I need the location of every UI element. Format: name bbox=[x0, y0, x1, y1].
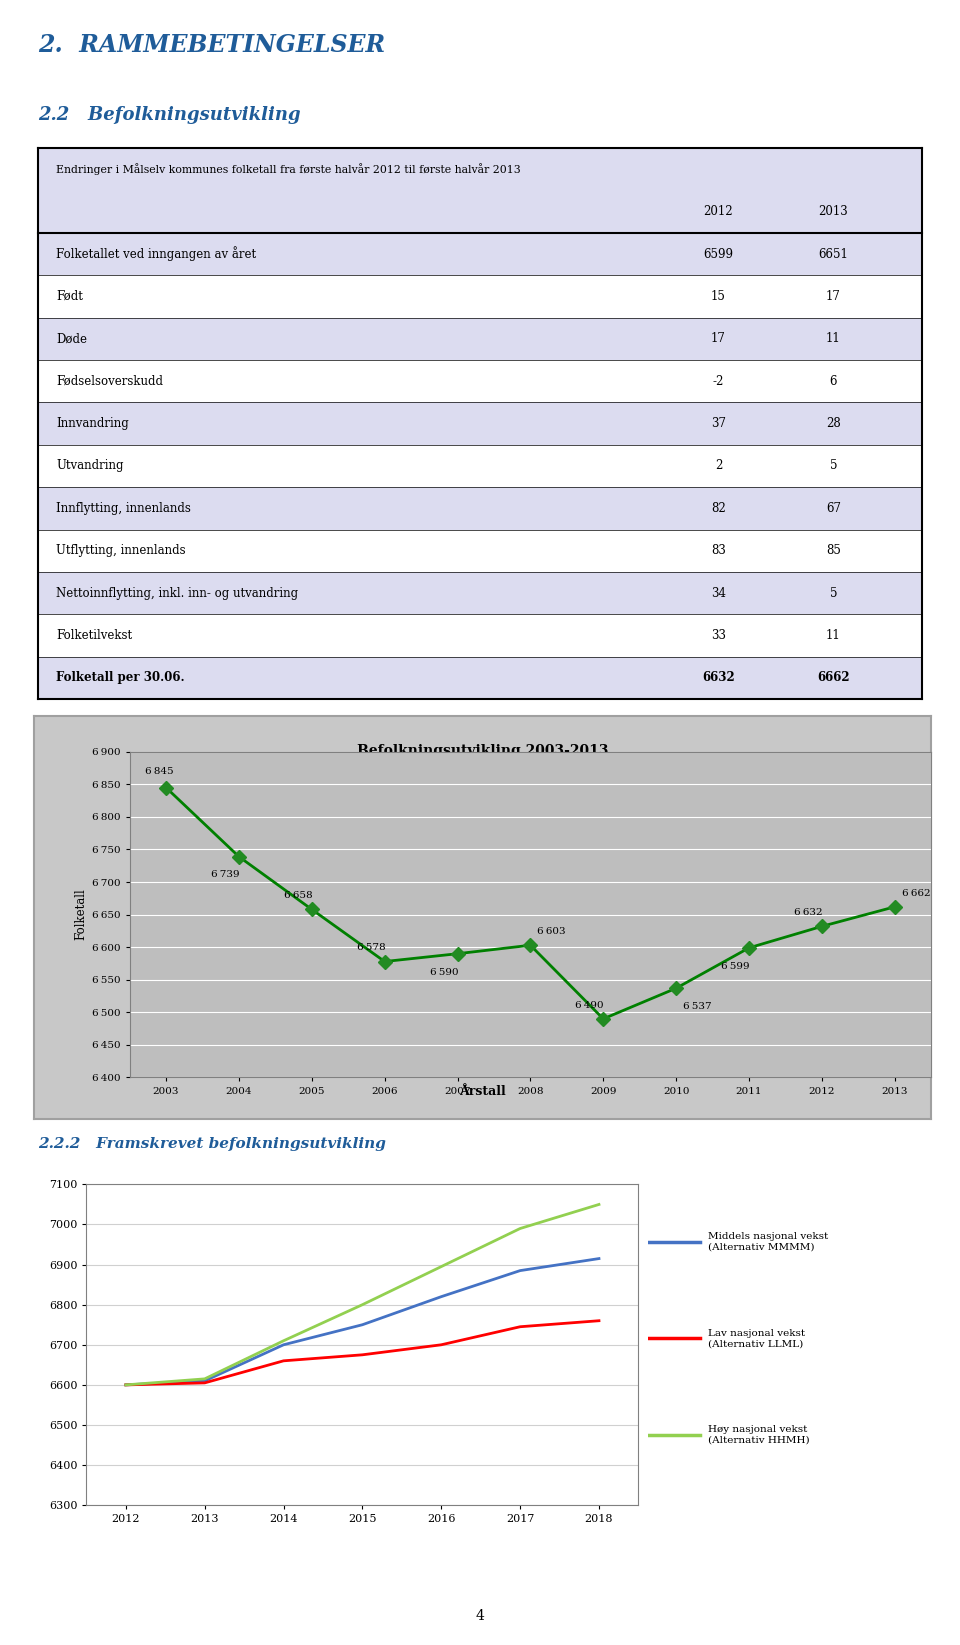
Text: 4: 4 bbox=[475, 1609, 485, 1624]
Text: 6 662: 6 662 bbox=[901, 888, 930, 898]
Text: 34: 34 bbox=[711, 587, 726, 600]
Text: 2012: 2012 bbox=[704, 206, 733, 219]
Text: 6632: 6632 bbox=[702, 671, 734, 684]
Bar bbox=[38, 656, 922, 699]
Text: 6 658: 6 658 bbox=[284, 892, 313, 900]
Text: Middels nasjonal vekst
(Alternativ MMMM): Middels nasjonal vekst (Alternativ MMMM) bbox=[708, 1232, 828, 1252]
Bar bbox=[38, 530, 922, 572]
Text: Utflytting, innenlands: Utflytting, innenlands bbox=[56, 544, 185, 558]
Text: 85: 85 bbox=[826, 544, 841, 558]
Bar bbox=[38, 234, 922, 275]
Text: 15: 15 bbox=[711, 290, 726, 303]
Text: Endringer i Målselv kommunes folketall fra første halvår 2012 til første halvår : Endringer i Målselv kommunes folketall f… bbox=[56, 163, 521, 174]
Text: Årstall: Årstall bbox=[459, 1086, 506, 1099]
Bar bbox=[38, 148, 922, 191]
Text: 11: 11 bbox=[826, 628, 841, 642]
Text: Lav nasjonal vekst
(Alternativ LLML): Lav nasjonal vekst (Alternativ LLML) bbox=[708, 1329, 805, 1347]
Text: 5: 5 bbox=[829, 459, 837, 472]
Text: 5: 5 bbox=[829, 587, 837, 600]
Text: 6662: 6662 bbox=[817, 671, 850, 684]
Text: 67: 67 bbox=[826, 502, 841, 515]
Text: Folketall per 30.06.: Folketall per 30.06. bbox=[56, 671, 184, 684]
Y-axis label: Folketall: Folketall bbox=[75, 888, 87, 941]
Text: 6 537: 6 537 bbox=[684, 1002, 711, 1012]
Text: 6 845: 6 845 bbox=[145, 767, 174, 776]
Bar bbox=[38, 275, 922, 317]
Text: Innflytting, innenlands: Innflytting, innenlands bbox=[56, 502, 191, 515]
Text: 6599: 6599 bbox=[704, 247, 733, 260]
Text: 83: 83 bbox=[711, 544, 726, 558]
Text: 2.2.2   Framskrevet befolkningsutvikling: 2.2.2 Framskrevet befolkningsutvikling bbox=[38, 1137, 386, 1152]
Bar bbox=[38, 572, 922, 614]
Bar bbox=[38, 317, 922, 360]
Text: 6 578: 6 578 bbox=[357, 944, 386, 952]
Text: 37: 37 bbox=[711, 418, 726, 429]
Bar bbox=[38, 191, 922, 234]
Text: 28: 28 bbox=[826, 418, 841, 429]
Text: 2.  RAMMEBETINGELSER: 2. RAMMEBETINGELSER bbox=[38, 33, 386, 58]
Text: 6 490: 6 490 bbox=[575, 1000, 604, 1010]
Text: -2: -2 bbox=[712, 375, 724, 388]
Bar bbox=[38, 403, 922, 444]
Text: Fødselsoverskudd: Fødselsoverskudd bbox=[56, 375, 163, 388]
Bar bbox=[38, 614, 922, 656]
Text: 82: 82 bbox=[711, 502, 726, 515]
Bar bbox=[38, 487, 922, 530]
Text: 2.2   Befolkningsutvikling: 2.2 Befolkningsutvikling bbox=[38, 107, 301, 123]
Text: 6 599: 6 599 bbox=[721, 962, 750, 971]
Text: 6651: 6651 bbox=[818, 247, 849, 260]
Text: 6: 6 bbox=[829, 375, 837, 388]
Text: 6 739: 6 739 bbox=[211, 870, 240, 880]
Text: 17: 17 bbox=[711, 332, 726, 345]
Text: 2: 2 bbox=[715, 459, 722, 472]
Text: Utvandring: Utvandring bbox=[56, 459, 124, 472]
Text: 33: 33 bbox=[711, 628, 726, 642]
Text: 2013: 2013 bbox=[819, 206, 848, 219]
Bar bbox=[38, 444, 922, 487]
Text: 11: 11 bbox=[826, 332, 841, 345]
Text: 17: 17 bbox=[826, 290, 841, 303]
Text: Folketilvekst: Folketilvekst bbox=[56, 628, 132, 642]
Text: Folketallet ved inngangen av året: Folketallet ved inngangen av året bbox=[56, 247, 256, 262]
Text: Innvandring: Innvandring bbox=[56, 418, 129, 429]
Text: Født: Født bbox=[56, 290, 83, 303]
Text: 6 603: 6 603 bbox=[538, 928, 566, 936]
Text: Nettoinnflytting, inkl. inn- og utvandring: Nettoinnflytting, inkl. inn- og utvandri… bbox=[56, 587, 299, 600]
Text: 6 632: 6 632 bbox=[794, 908, 823, 918]
Text: Befolkningsutvikling 2003-2013: Befolkningsutvikling 2003-2013 bbox=[357, 744, 608, 758]
Bar bbox=[38, 360, 922, 403]
Text: Høy nasjonal vekst
(Alternativ HHMH): Høy nasjonal vekst (Alternativ HHMH) bbox=[708, 1425, 810, 1444]
Text: Døde: Døde bbox=[56, 332, 87, 345]
Text: 6 590: 6 590 bbox=[430, 967, 458, 977]
